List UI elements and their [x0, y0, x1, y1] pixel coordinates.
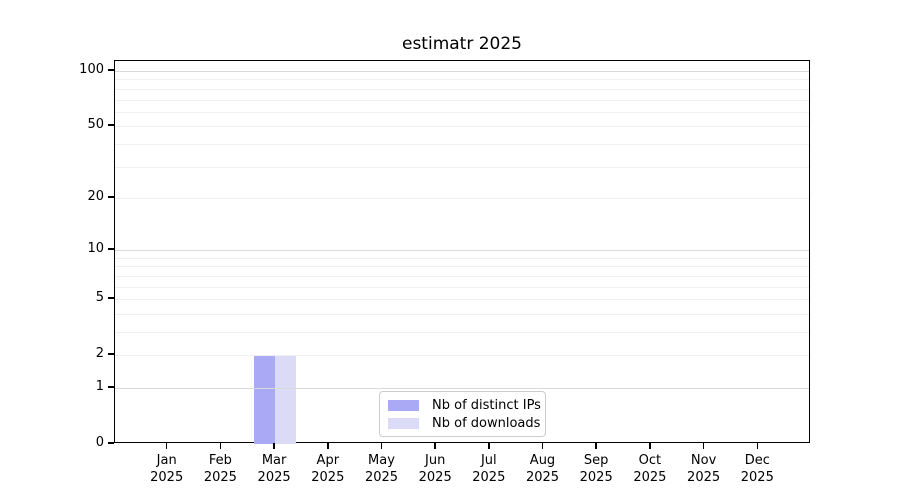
gridline-5	[115, 299, 809, 301]
y-tick-mark-50	[107, 124, 114, 126]
gridline-7	[115, 275, 809, 277]
x-tick-label-may: May 2025	[364, 453, 399, 485]
legend: Nb of distinct IPs Nb of downloads	[379, 391, 546, 437]
y-tick-label-2: 2	[95, 346, 104, 362]
x-tick-label-jun: Jun 2025	[418, 453, 452, 485]
gridline-50	[115, 126, 809, 128]
gridline-90	[115, 79, 809, 81]
x-tick-label-mar: Mar 2025	[257, 453, 291, 485]
x-tick-label-dec: Dec 2025	[740, 453, 774, 485]
x-tick-mark-oct	[649, 443, 651, 449]
gridline-30	[115, 166, 809, 168]
legend-row-0: Nb of distinct IPs	[388, 397, 541, 415]
x-tick-mark-jun	[434, 443, 436, 449]
y-tick-label-50: 50	[87, 117, 104, 133]
y-tick-label-1: 1	[95, 379, 104, 394]
x-tick-label-nov: Nov 2025	[687, 453, 721, 485]
gridline-20	[115, 197, 809, 199]
x-tick-mark-feb	[219, 443, 222, 449]
y-tick-mark-1	[107, 386, 114, 388]
legend-swatch-icon	[388, 400, 419, 412]
gridline-6	[115, 286, 809, 288]
x-tick-mark-dec	[756, 443, 759, 449]
x-tick-mark-mar	[273, 443, 275, 449]
y-tick-label-0: 0	[95, 435, 104, 450]
x-tick-mark-aug	[541, 443, 544, 449]
gridline-10	[115, 250, 809, 252]
gridline-3	[115, 332, 809, 333]
x-tick-label-oct: Oct 2025	[633, 453, 667, 485]
x-tick-label-jan: Jan 2025	[150, 453, 184, 485]
y-tick-mark-2	[107, 353, 114, 355]
x-tick-mark-nov	[702, 443, 705, 449]
gridline-4	[115, 313, 809, 315]
gridline-70	[115, 99, 809, 101]
x-tick-label-aug: Aug 2025	[525, 453, 560, 485]
x-tick-label-feb: Feb 2025	[203, 453, 237, 485]
bar-mar-series-1	[275, 355, 296, 444]
x-tick-mark-apr	[327, 443, 329, 449]
gridline-1	[115, 388, 809, 389]
legend-label-1: Nb of downloads	[432, 415, 541, 431]
y-tick-mark-0	[107, 442, 114, 444]
y-tick-mark-10	[107, 248, 114, 250]
y-tick-mark-20	[107, 196, 114, 198]
legend-swatch-icon	[388, 417, 419, 429]
y-tick-label-20: 20	[87, 188, 104, 204]
bar-mar-series-0	[254, 355, 276, 444]
x-tick-label-jul: Jul 2025	[472, 453, 506, 485]
legend-row-1: Nb of downloads	[388, 415, 541, 433]
gridline-60	[115, 111, 809, 113]
y-tick-label-100: 100	[79, 62, 104, 77]
y-tick-mark-5	[107, 297, 114, 299]
bars-layer	[115, 61, 809, 444]
x-tick-label-sep: Sep 2025	[579, 453, 613, 485]
x-tick-mark-may	[380, 443, 383, 449]
legend-label-0: Nb of distinct IPs	[432, 398, 541, 414]
gridline-100	[115, 71, 809, 72]
grid-layer	[115, 61, 809, 442]
plot-area: Nb of distinct IPs Nb of downloads	[114, 60, 810, 444]
gridline-80	[115, 88, 809, 90]
chart-title: estimatr 2025	[401, 34, 522, 54]
y-tick-label-5: 5	[95, 290, 104, 306]
gridline-2	[115, 355, 809, 357]
gridline-8	[115, 266, 809, 268]
x-tick-mark-sep	[595, 443, 597, 449]
x-tick-label-apr: Apr 2025	[311, 453, 345, 485]
y-tick-mark-100	[107, 69, 114, 71]
x-tick-mark-jan	[165, 443, 168, 449]
x-tick-mark-jul	[488, 443, 490, 449]
y-tick-label-10: 10	[87, 241, 104, 257]
gridline-9	[115, 257, 809, 259]
gridline-40	[115, 143, 809, 145]
